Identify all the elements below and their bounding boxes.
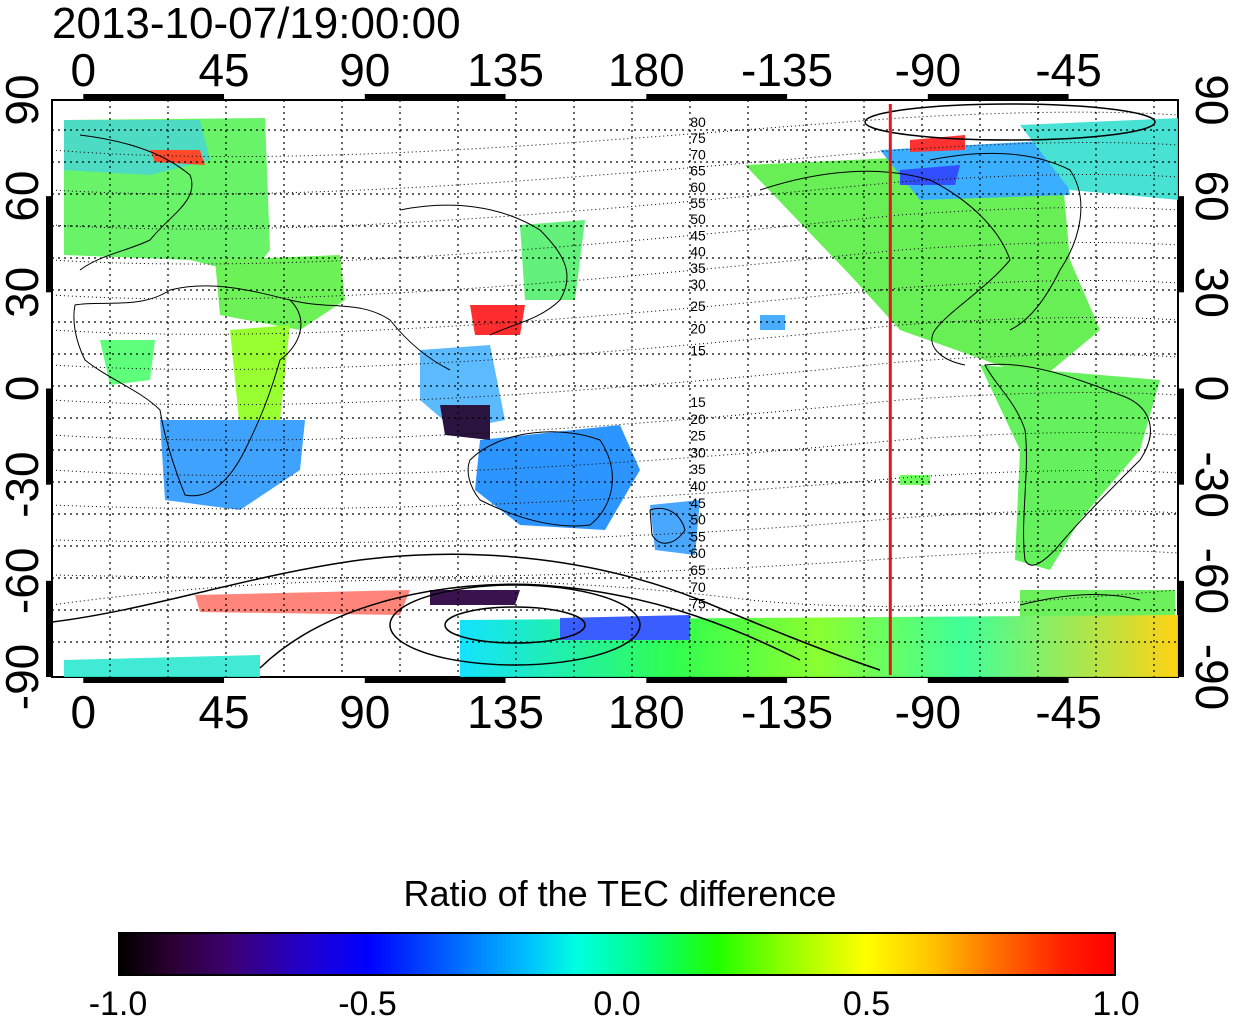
frame-tick-segment: [83, 94, 225, 100]
contour-label: 30: [690, 276, 706, 292]
contour-label: 20: [690, 320, 706, 336]
contour-label: 55: [690, 528, 706, 544]
frame-tick-segment: [46, 388, 52, 485]
lat-tick-left: 60: [0, 171, 48, 222]
lon-tick-bottom: 45: [198, 686, 249, 738]
lat-tick-right: 0: [1186, 376, 1238, 402]
contour-label: 55: [690, 195, 706, 211]
frame-tick-segment: [1178, 196, 1184, 293]
lat-tick-right: 90: [1186, 74, 1238, 125]
contour-label: 60: [690, 179, 706, 195]
lon-tick-top: 90: [339, 44, 390, 96]
lon-tick-top: -45: [1035, 44, 1101, 96]
frame-tick-segment: [46, 580, 52, 677]
lat-tick-left: -60: [0, 548, 48, 614]
pole-contours: [52, 103, 1156, 671]
graticule: [52, 100, 1178, 677]
contour-label: 40: [690, 244, 706, 260]
contour-label: 65: [690, 163, 706, 179]
colorbar-tick-label: 1.0: [1092, 985, 1140, 1023]
lat-tick-left: 30: [0, 267, 48, 318]
frame-tick-segment: [927, 94, 1069, 100]
contour-label: 60: [690, 545, 706, 561]
colorbar-tick-label: 0.5: [842, 985, 891, 1023]
plot-title: 2013-10-07/19:00:00: [52, 0, 461, 48]
lon-tick-top: 0: [70, 44, 96, 96]
contour-label: 45: [690, 495, 706, 511]
lat-tick-left: -90: [0, 644, 48, 710]
colorbar-title: Ratio of the TEC difference: [403, 873, 837, 914]
contour-label: 20: [690, 411, 706, 427]
lon-tick-bottom: -135: [741, 686, 833, 738]
lon-tick-top: 45: [198, 44, 249, 96]
lon-tick-bottom: 135: [467, 686, 544, 738]
tec-map: 8075706560555045403530252015152025303540…: [0, 44, 1238, 738]
colorbar-tick-label: -1.0: [88, 985, 148, 1023]
frame-tick-segment: [927, 677, 1069, 683]
lon-tick-bottom: 180: [608, 686, 685, 738]
lon-tick-bottom: 0: [70, 686, 96, 738]
frame-tick-segment: [46, 196, 52, 293]
frame-tick-segment: [83, 677, 225, 683]
colorbar: [118, 932, 1116, 976]
frame-tick-segment: [646, 677, 788, 683]
colorbar-tick-label: -0.5: [338, 985, 397, 1023]
lon-tick-top: -90: [895, 44, 961, 96]
frame-tick-segment: [1178, 388, 1184, 485]
colorbar-tick-label: 0.0: [593, 985, 641, 1023]
coastlines: [73, 134, 1151, 606]
frame-tick-segment: [1178, 580, 1184, 677]
contour-label: 15: [690, 394, 706, 410]
lon-tick-top: 180: [608, 44, 685, 96]
frame-tick-segment: [364, 677, 506, 683]
contour-label: 40: [690, 478, 706, 494]
lat-tick-right: -30: [1186, 451, 1238, 517]
magnetic-contours: [52, 111, 1178, 607]
contour-label: 50: [690, 512, 706, 528]
contour-label: 35: [690, 260, 706, 276]
frame-tick-segment: [646, 94, 788, 100]
contour-label: 25: [690, 298, 706, 314]
lon-tick-top: 135: [467, 44, 544, 96]
lat-tick-left: -30: [0, 451, 48, 517]
lat-tick-left: 90: [0, 74, 48, 125]
lon-tick-bottom: -45: [1035, 686, 1101, 738]
contour-label: 30: [690, 444, 706, 460]
contour-label: 50: [690, 211, 706, 227]
contour-label: 75: [690, 596, 706, 612]
contour-label: 65: [690, 562, 706, 578]
contour-label: 45: [690, 227, 706, 243]
contour-label: 70: [690, 579, 706, 595]
contour-label: 35: [690, 461, 706, 477]
lat-tick-right: 30: [1186, 267, 1238, 318]
contour-label: 70: [690, 146, 706, 162]
tec-data-regions: [64, 118, 1178, 677]
lon-tick-top: -135: [741, 44, 833, 96]
contour-label: 25: [690, 428, 706, 444]
lat-tick-right: -90: [1186, 644, 1238, 710]
frame-tick-bars: [46, 94, 1184, 683]
axis-tick-labels: 0 45 90 135 180 -135 -90 -45 0 45 90 135 180 -135 -90 -…: [0, 44, 1238, 738]
contour-label: 80: [690, 114, 706, 130]
contour-labels: 8075706560555045403530252015152025303540…: [690, 114, 706, 612]
lat-tick-right: 60: [1186, 171, 1238, 222]
contour-label: 75: [690, 130, 706, 146]
contour-label: 15: [690, 343, 706, 359]
lat-tick-right: -60: [1186, 548, 1238, 614]
frame-tick-segment: [364, 94, 506, 100]
lon-tick-bottom: 90: [339, 686, 390, 738]
lat-tick-left: 0: [0, 376, 48, 402]
lon-tick-bottom: -90: [895, 686, 961, 738]
